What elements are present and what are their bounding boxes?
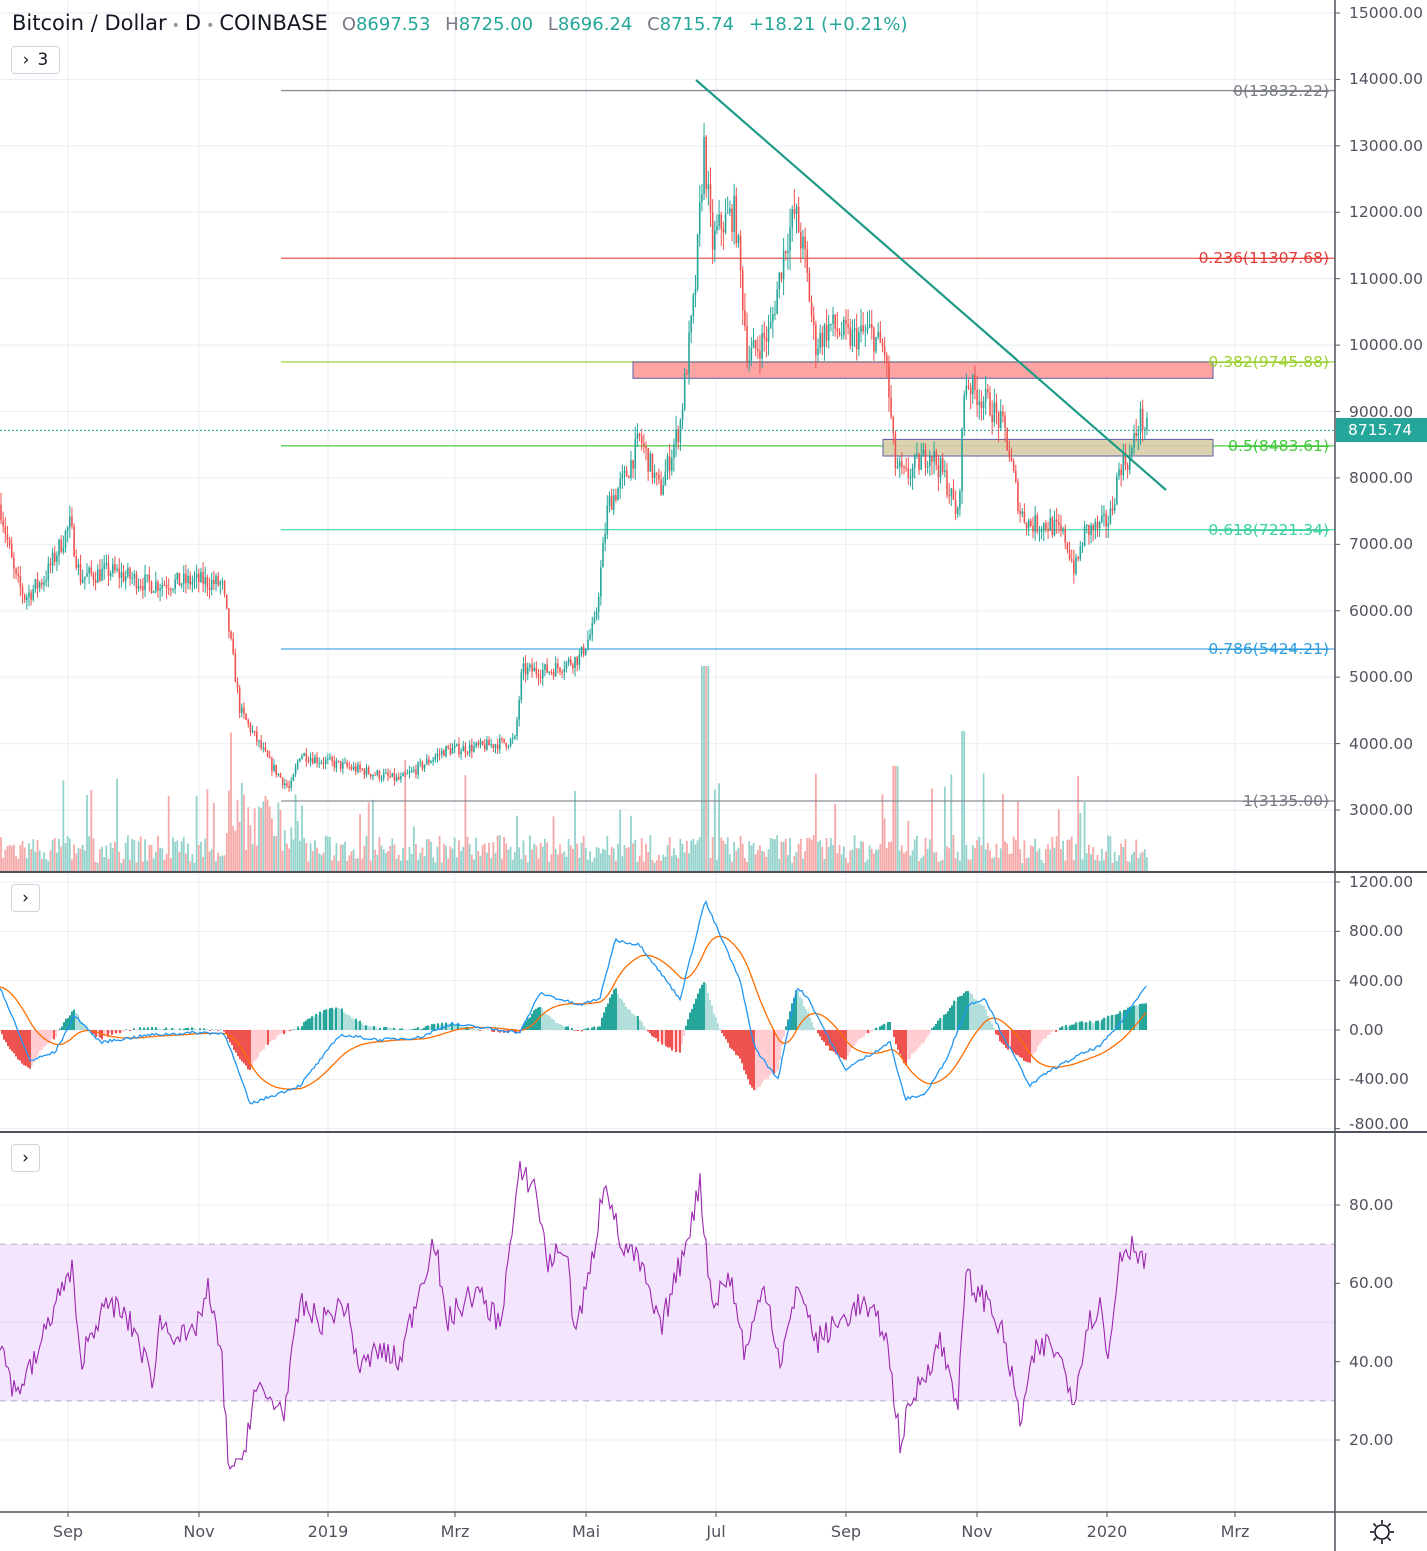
price-axis-label: 6000.00 — [1349, 601, 1414, 620]
price-axis-label: 10000.00 — [1349, 336, 1423, 355]
rsi-axis-label: 40.00 — [1349, 1352, 1394, 1371]
fib-level-label: 0.618(7221.34) — [1208, 520, 1329, 539]
macd-pane-toggle-button[interactable]: › — [11, 884, 40, 912]
support-zone — [882, 438, 1214, 457]
fib-level-label: 0.786(5424.21) — [1208, 639, 1329, 658]
low-label: L — [547, 14, 558, 35]
price-axis-label: 7000.00 — [1349, 535, 1414, 554]
time-axis-label: Jul — [706, 1522, 726, 1541]
time-axis-label: Mrz — [1220, 1522, 1250, 1541]
resistance-zone — [632, 361, 1214, 379]
time-axis-label: Sep — [52, 1522, 84, 1541]
rsi-axis-label: 20.00 — [1349, 1431, 1394, 1449]
price-axis-label: 12000.00 — [1349, 203, 1423, 222]
open-label: O — [341, 14, 356, 35]
close-value: 8715.74 — [659, 14, 735, 35]
time-axis-label: 2019 — [307, 1522, 349, 1541]
chevron-right-icon: › — [22, 50, 30, 70]
price-axis-label: 14000.00 — [1349, 70, 1423, 89]
separator-dot: • — [206, 18, 215, 34]
high-value: 8725.00 — [458, 14, 534, 35]
macd-axis-label: 0.00 — [1349, 1021, 1384, 1039]
price-axis-label: 15000.00 — [1349, 4, 1423, 22]
price-axis-label: 11000.00 — [1349, 269, 1423, 288]
indicators-toggle-button[interactable]: › 3 — [11, 46, 60, 74]
time-axis-label: Mrz — [440, 1522, 470, 1541]
open-value: 8697.53 — [355, 14, 431, 35]
fib-level-label: 1(3135.00) — [1242, 792, 1329, 811]
separator-dot: • — [171, 18, 180, 34]
macd-line — [0, 900, 1147, 1105]
candlesticks — [0, 122, 1148, 793]
fib-level-label: 0(13832.22) — [1233, 81, 1329, 100]
price-axis-label: 9000.00 — [1349, 402, 1414, 421]
time-axis-label: Sep — [830, 1522, 862, 1541]
high-label: H — [445, 14, 459, 35]
macd-axis-label: 1200.00 — [1349, 873, 1414, 891]
settings-gear-icon[interactable] — [1368, 1518, 1396, 1546]
price-axis-label: 13000.00 — [1349, 136, 1423, 155]
fib-level-label: 0.236(11307.68) — [1198, 249, 1329, 268]
macd-histogram — [0, 982, 1147, 1091]
price-axis-label: 4000.00 — [1349, 734, 1414, 753]
symbol-legend: Bitcoin / Dollar • D • COINBASE O8697.53… — [12, 11, 916, 35]
chevron-right-icon: › — [22, 888, 29, 908]
change-value: +18.21 (+0.21%) — [748, 14, 908, 35]
time-axis-label: Nov — [961, 1522, 993, 1541]
macd-axis-label: 400.00 — [1349, 971, 1404, 990]
ohlc-values: O8697.53 H8725.00 L8696.24 C8715.74 +18.… — [342, 14, 917, 35]
low-value: 8696.24 — [557, 14, 633, 35]
trendline — [695, 79, 1167, 491]
rsi-pane-toggle-button[interactable]: › — [11, 1144, 40, 1172]
symbol-name[interactable]: Bitcoin / Dollar — [12, 11, 167, 35]
price-axis-label: 3000.00 — [1349, 801, 1414, 819]
fib-level-label: 0.5(8483.61) — [1228, 436, 1329, 455]
time-axis-label: Nov — [183, 1522, 215, 1541]
chevron-right-icon: › — [22, 1148, 29, 1168]
time-axis-label: Mai — [571, 1522, 601, 1541]
close-label: C — [647, 14, 660, 35]
volume-histogram — [0, 666, 1148, 871]
macd-axis-label: -400.00 — [1349, 1070, 1409, 1089]
macd-axis-label: -800.00 — [1349, 1115, 1409, 1133]
time-axis-label: 2020 — [1086, 1522, 1128, 1541]
interval[interactable]: D — [184, 11, 202, 35]
rsi-axis-label: 60.00 — [1349, 1274, 1394, 1293]
rsi-axis-label: 80.00 — [1349, 1196, 1394, 1214]
price-axis-label: 5000.00 — [1349, 668, 1414, 687]
exchange: COINBASE — [219, 11, 328, 35]
price-axis-label: 8000.00 — [1349, 468, 1414, 487]
indicator-count: 3 — [37, 50, 49, 70]
current-price-tag: 8715.74 — [1336, 418, 1427, 442]
macd-axis-label: 800.00 — [1349, 922, 1404, 941]
rsi-line — [0, 1160, 1147, 1471]
fib-level-label: 0.382(9745.88) — [1208, 352, 1329, 371]
